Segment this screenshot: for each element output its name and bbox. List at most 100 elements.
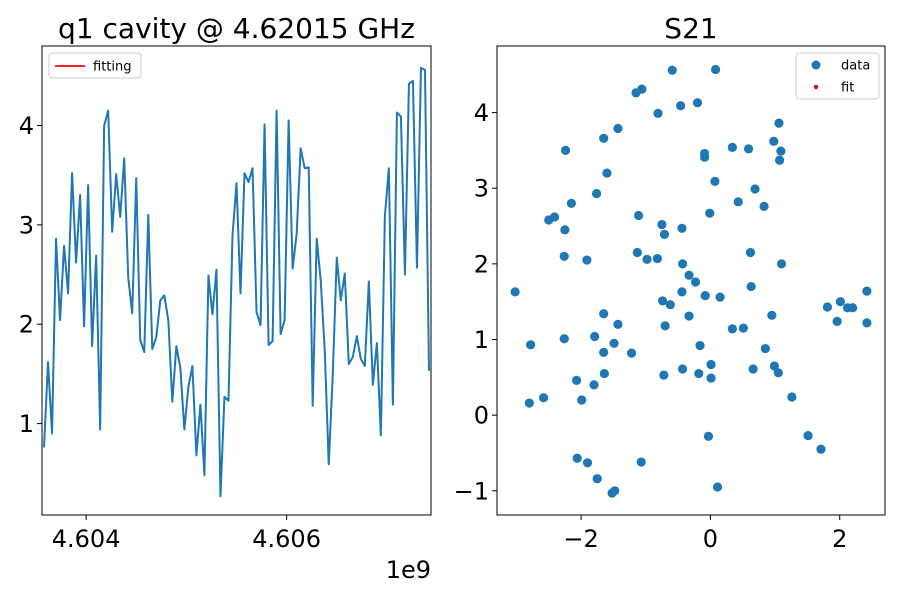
scatter-point-data bbox=[773, 368, 783, 378]
left-y-tick-label: 1 bbox=[19, 410, 34, 438]
right-plot-frame bbox=[496, 45, 886, 516]
scatter-point-data bbox=[769, 136, 779, 146]
scatter-point-data bbox=[677, 259, 688, 269]
right-axis-ticks: −2 0 2 −1 0 1 2 3 4 bbox=[454, 99, 848, 553]
left-plot-area bbox=[42, 46, 431, 515]
right-legend: data fit bbox=[795, 52, 880, 100]
scatter-point-data bbox=[676, 101, 686, 111]
scatter-point-data bbox=[774, 118, 784, 128]
scatter-point-data bbox=[526, 340, 536, 350]
scatter-point-data bbox=[599, 368, 609, 379]
scatter-point-data bbox=[677, 223, 687, 233]
right-y-tick-label: 3 bbox=[474, 175, 489, 203]
right-y-tick-label: 2 bbox=[474, 250, 489, 278]
scatter-point-data bbox=[743, 144, 754, 154]
left-legend-fitting-label: fitting bbox=[93, 60, 132, 75]
scatter-point-data bbox=[657, 296, 668, 306]
scatter-point-data bbox=[862, 286, 872, 296]
left-y-tick-label: 2 bbox=[19, 311, 34, 339]
scatter-point-data bbox=[659, 370, 669, 380]
scatter-point-data bbox=[715, 292, 725, 302]
scatter-point-data bbox=[559, 251, 569, 261]
scatter-point-data bbox=[566, 198, 576, 208]
scatter-point-data bbox=[684, 270, 694, 280]
scatter-point-data bbox=[613, 319, 623, 329]
scatter-point-data bbox=[657, 219, 667, 230]
scatter-point-data bbox=[835, 297, 845, 307]
scatter-point-data bbox=[599, 347, 609, 357]
scatter-point-data bbox=[710, 64, 721, 75]
scatter-point-data bbox=[690, 277, 701, 287]
scatter-point-data bbox=[549, 212, 560, 222]
scatter-point-data bbox=[750, 184, 760, 194]
left-plot-marks bbox=[43, 66, 430, 498]
scatter-point-data bbox=[694, 368, 704, 379]
scatter-point-data bbox=[822, 302, 833, 312]
scatter-point-data bbox=[706, 373, 716, 383]
scatter-point-data bbox=[862, 318, 872, 328]
right-plot-area bbox=[497, 46, 885, 515]
scatter-point-data bbox=[609, 338, 619, 348]
scatter-point-data bbox=[510, 287, 520, 297]
scatter-point-data bbox=[848, 303, 858, 313]
left-x-tick-label: 4.606 bbox=[252, 525, 321, 553]
right-x-tick-label: −2 bbox=[563, 525, 598, 553]
scatter-point-data bbox=[665, 300, 675, 310]
scatter-point-data bbox=[599, 133, 609, 143]
scatter-point-data bbox=[613, 123, 623, 134]
scatter-point-data bbox=[652, 253, 662, 264]
scatter-point-data bbox=[637, 84, 647, 94]
left-legend: fitting bbox=[48, 52, 142, 79]
right-plot-marks bbox=[510, 64, 872, 498]
right-x-tick-label: 0 bbox=[703, 525, 718, 553]
scatter-point-data bbox=[632, 247, 642, 258]
scatter-point-data bbox=[745, 247, 756, 258]
scatter-point-data bbox=[738, 323, 748, 333]
right-y-tick-label: 1 bbox=[474, 326, 489, 354]
scatter-point-data bbox=[677, 364, 688, 374]
scatter-point-data bbox=[634, 210, 644, 221]
scatter-point-data bbox=[695, 340, 705, 351]
left-y-tick-label: 4 bbox=[19, 112, 34, 140]
scatter-point-data bbox=[577, 395, 587, 405]
right-plot-panel: S21 −2 0 2 −1 0 1 2 3 4 data fit bbox=[454, 12, 886, 553]
scatter-point-data bbox=[636, 457, 646, 467]
left-x-offset-label: 1e9 bbox=[386, 556, 431, 584]
left-legend-box bbox=[48, 52, 142, 79]
scatter-point-data bbox=[642, 254, 652, 264]
left-axis-ticks: 4.604 4.606 1 2 3 4 bbox=[19, 112, 321, 553]
right-chart-title: S21 bbox=[664, 12, 717, 45]
scatter-point-data bbox=[610, 486, 620, 496]
scatter-point-data bbox=[759, 201, 769, 211]
scatter-point-data bbox=[787, 392, 797, 402]
scatter-point-data bbox=[582, 458, 593, 468]
scatter-point-data bbox=[816, 444, 826, 454]
scatter-point-data bbox=[769, 361, 780, 371]
scatter-point-data bbox=[592, 474, 602, 484]
scatter-point-data bbox=[589, 380, 599, 390]
right-legend-fit-marker bbox=[813, 84, 819, 90]
scatter-point-data bbox=[571, 375, 582, 385]
scatter-point-data bbox=[760, 343, 770, 354]
scatter-point-data bbox=[710, 176, 720, 186]
scatter-point-data bbox=[626, 348, 637, 358]
scatter-point-data bbox=[599, 309, 609, 319]
scatter-point-data bbox=[748, 364, 758, 374]
scatter-point-data bbox=[803, 430, 813, 441]
scatter-point-data bbox=[774, 155, 785, 165]
left-plot-panel: q1 cavity @ 4.62015 GHz 4.604 4.606 1 2 3 4 1… bbox=[19, 12, 432, 584]
right-y-tick-label: −1 bbox=[454, 477, 489, 505]
scatter-point-data bbox=[582, 255, 592, 265]
scatter-point-data bbox=[590, 331, 600, 342]
scatter-point-data bbox=[699, 152, 710, 162]
left-y-tick-label: 3 bbox=[19, 211, 34, 239]
right-y-tick-label: 4 bbox=[474, 99, 489, 127]
scatter-point-data bbox=[706, 359, 716, 370]
scatter-point-data bbox=[776, 146, 786, 156]
scatter-point-data bbox=[733, 197, 743, 207]
right-y-tick-label: 0 bbox=[474, 402, 489, 430]
scatter-point-data bbox=[559, 334, 569, 344]
scatter-point-data bbox=[538, 393, 549, 403]
scatter-point-data bbox=[712, 482, 723, 492]
